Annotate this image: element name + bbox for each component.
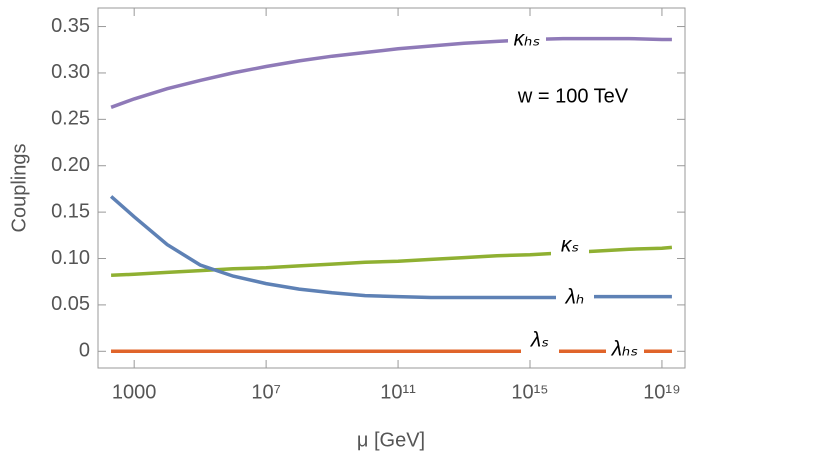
x-tick-label: 1000 — [112, 381, 157, 403]
series-label: λₕ — [565, 286, 585, 309]
label-bg — [551, 233, 589, 259]
series-line — [109, 195, 672, 300]
series-label: λₕₛ — [611, 338, 639, 361]
x-tick-label: 10¹⁵ — [511, 381, 548, 403]
y-tick-label: 0.10 — [51, 247, 90, 269]
y-tick-label: 0.25 — [51, 108, 90, 130]
series-line — [111, 245, 673, 277]
x-tick-label: 10¹⁹ — [643, 381, 680, 403]
series-label: κₛ — [561, 234, 579, 257]
plot-frame — [97, 7, 686, 369]
series-line — [110, 36, 672, 109]
series-label: κₕₛ — [514, 28, 541, 51]
y-tick-label: 0 — [79, 340, 90, 362]
y-axis-label: Couplings — [8, 144, 30, 233]
label-bg — [606, 337, 644, 363]
series-label: λₛ — [530, 329, 549, 352]
x-tick-label: 10⁷ — [251, 381, 280, 403]
y-tick-label: 0.30 — [51, 61, 90, 83]
label-bg — [556, 285, 594, 311]
y-tick-label: 0.35 — [51, 15, 90, 37]
label-bg — [508, 27, 546, 53]
y-tick-label: 0.15 — [51, 200, 90, 222]
y-tick-label: 0.05 — [51, 293, 90, 315]
x-tick-label: 10¹¹ — [380, 381, 416, 403]
label-bg — [521, 328, 559, 354]
annotation: w = 100 TeV — [517, 85, 629, 107]
x-axis-label: μ [GeV] — [357, 429, 425, 451]
y-tick-label: 0.20 — [51, 154, 90, 176]
